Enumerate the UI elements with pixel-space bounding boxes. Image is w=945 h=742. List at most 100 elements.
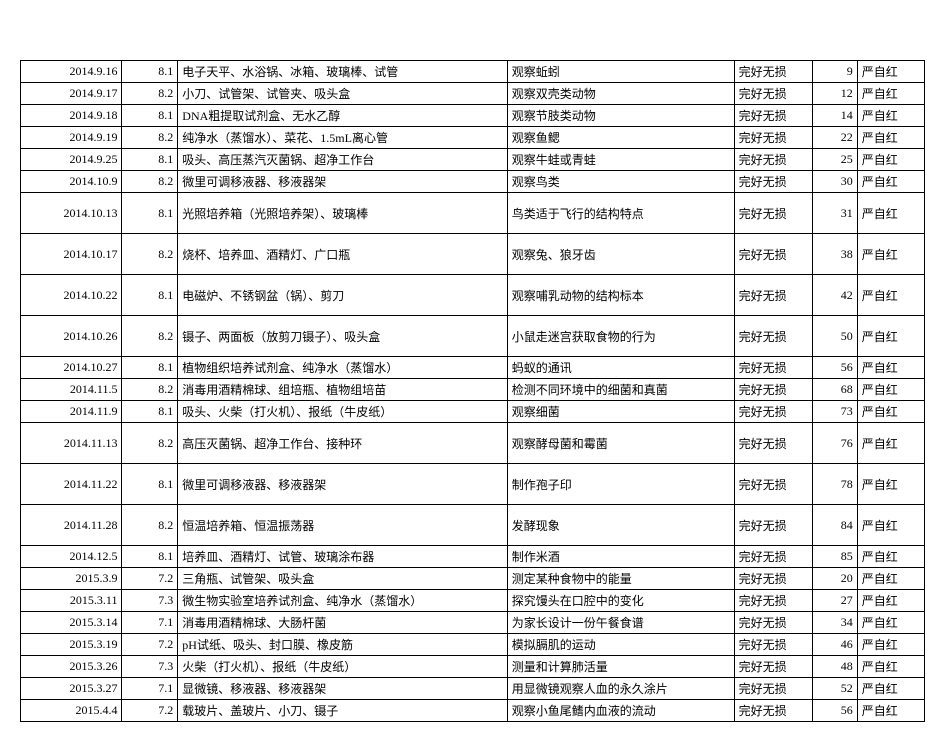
cell-person: 严自红 xyxy=(857,612,924,634)
cell-date: 2014.10.27 xyxy=(21,357,122,379)
cell-date: 2015.3.26 xyxy=(21,656,122,678)
cell-experiment: 测量和计算肺活量 xyxy=(507,656,734,678)
cell-qty: 30 xyxy=(813,171,857,193)
cell-qty: 52 xyxy=(813,678,857,700)
cell-qty: 56 xyxy=(813,700,857,722)
cell-person: 严自红 xyxy=(857,127,924,149)
cell-grade: 8.1 xyxy=(122,105,178,127)
cell-grade: 7.3 xyxy=(122,656,178,678)
cell-condition: 完好无损 xyxy=(734,234,813,275)
cell-person: 严自红 xyxy=(857,678,924,700)
cell-date: 2014.9.16 xyxy=(21,61,122,83)
cell-equipment: 微生物实验室培养试剂盒、纯净水（蒸馏水） xyxy=(178,590,507,612)
cell-person: 严自红 xyxy=(857,105,924,127)
cell-experiment: 发酵现象 xyxy=(507,505,734,546)
cell-grade: 8.1 xyxy=(122,357,178,379)
cell-experiment: 检测不同环境中的细菌和真菌 xyxy=(507,379,734,401)
cell-date: 2014.9.25 xyxy=(21,149,122,171)
cell-date: 2015.3.27 xyxy=(21,678,122,700)
cell-experiment: 观察哺乳动物的结构标本 xyxy=(507,275,734,316)
cell-grade: 7.3 xyxy=(122,590,178,612)
cell-condition: 完好无损 xyxy=(734,401,813,423)
cell-grade: 7.2 xyxy=(122,568,178,590)
cell-date: 2014.10.22 xyxy=(21,275,122,316)
cell-equipment: 培养皿、酒精灯、试管、玻璃涂布器 xyxy=(178,546,507,568)
cell-condition: 完好无损 xyxy=(734,464,813,505)
table-row: 2015.3.117.3微生物实验室培养试剂盒、纯净水（蒸馏水）探究馒头在口腔中… xyxy=(21,590,925,612)
cell-grade: 7.1 xyxy=(122,678,178,700)
cell-condition: 完好无损 xyxy=(734,546,813,568)
cell-person: 严自红 xyxy=(857,590,924,612)
cell-qty: 48 xyxy=(813,656,857,678)
cell-condition: 完好无损 xyxy=(734,316,813,357)
cell-date: 2014.11.9 xyxy=(21,401,122,423)
cell-condition: 完好无损 xyxy=(734,127,813,149)
cell-grade: 8.2 xyxy=(122,171,178,193)
table-row: 2014.11.58.2消毒用酒精棉球、组培瓶、植物组培苗检测不同环境中的细菌和… xyxy=(21,379,925,401)
cell-date: 2014.9.19 xyxy=(21,127,122,149)
cell-equipment: 载玻片、盖玻片、小刀、镊子 xyxy=(178,700,507,722)
table-row: 2014.11.98.1吸头、火柴（打火机）、报纸（牛皮纸）观察细菌完好无损73… xyxy=(21,401,925,423)
table-row: 2014.9.198.2纯净水（蒸馏水）、菜花、1.5mL离心管观察鱼鳃完好无损… xyxy=(21,127,925,149)
table-row: 2014.10.138.1光照培养箱（光照培养架）、玻璃棒鸟类适于飞行的结构特点… xyxy=(21,193,925,234)
cell-qty: 78 xyxy=(813,464,857,505)
cell-person: 严自红 xyxy=(857,464,924,505)
cell-grade: 7.1 xyxy=(122,612,178,634)
cell-person: 严自红 xyxy=(857,149,924,171)
cell-person: 严自红 xyxy=(857,234,924,275)
table-row: 2014.9.168.1电子天平、水浴锅、冰箱、玻璃棒、试管观察蚯蚓完好无损9严… xyxy=(21,61,925,83)
cell-condition: 完好无损 xyxy=(734,149,813,171)
cell-equipment: 镊子、两面板（放剪刀镊子）、吸头盒 xyxy=(178,316,507,357)
cell-experiment: 制作孢子印 xyxy=(507,464,734,505)
table-row: 2014.10.278.1植物组织培养试剂盒、纯净水（蒸馏水）蚂蚁的通讯完好无损… xyxy=(21,357,925,379)
cell-grade: 8.2 xyxy=(122,83,178,105)
cell-experiment: 探究馒头在口腔中的变化 xyxy=(507,590,734,612)
cell-condition: 完好无损 xyxy=(734,678,813,700)
cell-grade: 8.1 xyxy=(122,401,178,423)
cell-experiment: 观察小鱼尾鳍内血液的流动 xyxy=(507,700,734,722)
cell-person: 严自红 xyxy=(857,316,924,357)
cell-person: 严自红 xyxy=(857,568,924,590)
cell-condition: 完好无损 xyxy=(734,634,813,656)
cell-equipment: 吸头、火柴（打火机）、报纸（牛皮纸） xyxy=(178,401,507,423)
cell-equipment: DNA粗提取试剂盒、无水乙醇 xyxy=(178,105,507,127)
cell-equipment: 显微镜、移液器、移液器架 xyxy=(178,678,507,700)
cell-person: 严自红 xyxy=(857,379,924,401)
cell-date: 2014.10.26 xyxy=(21,316,122,357)
cell-grade: 8.2 xyxy=(122,234,178,275)
cell-equipment: pH试纸、吸头、封口膜、橡皮筋 xyxy=(178,634,507,656)
cell-grade: 8.1 xyxy=(122,61,178,83)
cell-date: 2014.9.18 xyxy=(21,105,122,127)
cell-equipment: 植物组织培养试剂盒、纯净水（蒸馏水） xyxy=(178,357,507,379)
cell-experiment: 观察双壳类动物 xyxy=(507,83,734,105)
cell-qty: 84 xyxy=(813,505,857,546)
cell-date: 2014.12.5 xyxy=(21,546,122,568)
cell-person: 严自红 xyxy=(857,505,924,546)
cell-equipment: 微里可调移液器、移液器架 xyxy=(178,464,507,505)
cell-date: 2014.10.17 xyxy=(21,234,122,275)
cell-grade: 8.2 xyxy=(122,423,178,464)
cell-qty: 31 xyxy=(813,193,857,234)
cell-experiment: 观察鱼鳃 xyxy=(507,127,734,149)
cell-condition: 完好无损 xyxy=(734,590,813,612)
cell-condition: 完好无损 xyxy=(734,379,813,401)
cell-experiment: 鸟类适于飞行的结构特点 xyxy=(507,193,734,234)
cell-experiment: 小鼠走迷宫获取食物的行为 xyxy=(507,316,734,357)
table-row: 2015.3.197.2pH试纸、吸头、封口膜、橡皮筋模拟膈肌的运动完好无损46… xyxy=(21,634,925,656)
cell-equipment: 烧杯、培养皿、酒精灯、广口瓶 xyxy=(178,234,507,275)
cell-experiment: 观察兔、狼牙齿 xyxy=(507,234,734,275)
cell-equipment: 高压灭菌锅、超净工作台、接种环 xyxy=(178,423,507,464)
cell-date: 2015.3.19 xyxy=(21,634,122,656)
cell-equipment: 恒温培养箱、恒温振荡器 xyxy=(178,505,507,546)
cell-person: 严自红 xyxy=(857,656,924,678)
cell-experiment: 观察牛蛙或青蛙 xyxy=(507,149,734,171)
cell-person: 严自红 xyxy=(857,83,924,105)
cell-grade: 8.2 xyxy=(122,127,178,149)
cell-person: 严自红 xyxy=(857,634,924,656)
table-row: 2014.9.188.1DNA粗提取试剂盒、无水乙醇观察节肢类动物完好无损14严… xyxy=(21,105,925,127)
cell-equipment: 火柴（打火机）、报纸（牛皮纸） xyxy=(178,656,507,678)
cell-person: 严自红 xyxy=(857,700,924,722)
cell-person: 严自红 xyxy=(857,193,924,234)
cell-experiment: 观察鸟类 xyxy=(507,171,734,193)
cell-equipment: 消毒用酒精棉球、大肠杆菌 xyxy=(178,612,507,634)
